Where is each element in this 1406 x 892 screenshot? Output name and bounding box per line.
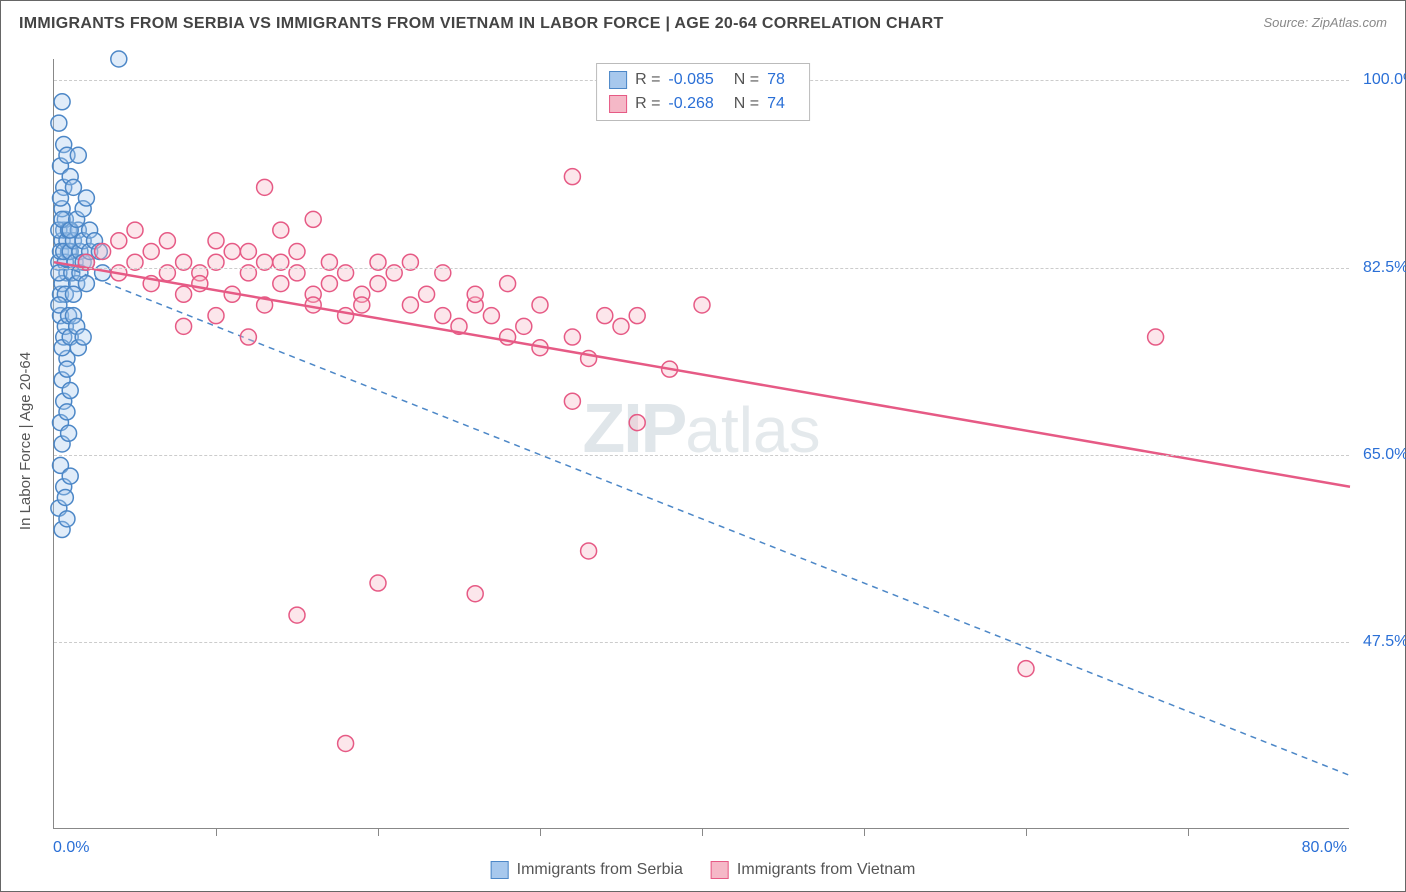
chart-container: IMMIGRANTS FROM SERBIA VS IMMIGRANTS FRO… [0,0,1406,892]
scatter-svg [54,59,1349,828]
n-label: N = [734,68,759,92]
x-axis-max-label: 80.0% [1302,839,1347,857]
legend-item-serbia: Immigrants from Serbia [491,861,683,879]
chart-title: IMMIGRANTS FROM SERBIA VS IMMIGRANTS FRO… [19,15,944,32]
stats-legend: R = -0.085 N = 78 R = -0.268 N = 74 [596,63,810,121]
title-bar: IMMIGRANTS FROM SERBIA VS IMMIGRANTS FRO… [19,15,1387,37]
y-tick-label: 47.5% [1363,633,1406,651]
r-label: R = [635,92,660,116]
y-tick-label: 65.0% [1363,446,1406,464]
r-value-serbia: -0.085 [668,68,713,92]
swatch-serbia [491,861,509,879]
n-value-vietnam: 74 [767,92,785,116]
x-axis-min-label: 0.0% [53,839,89,857]
legend-label-vietnam: Immigrants from Vietnam [737,861,915,879]
y-tick-label: 100.0% [1363,71,1406,89]
legend-item-vietnam: Immigrants from Vietnam [711,861,915,879]
r-label: R = [635,68,660,92]
n-label: N = [734,92,759,116]
r-value-vietnam: -0.268 [668,92,713,116]
y-tick-label: 82.5% [1363,259,1406,277]
source-attribution: Source: ZipAtlas.com [1263,15,1387,30]
n-value-serbia: 78 [767,68,785,92]
legend-label-serbia: Immigrants from Serbia [517,861,683,879]
swatch-vietnam [609,95,627,113]
swatch-vietnam [711,861,729,879]
stats-row-serbia: R = -0.085 N = 78 [609,68,797,92]
y-axis-title: In Labor Force | Age 20-64 [17,352,34,530]
plot-area: ZIPatlas 100.0%82.5%65.0%47.5% [53,59,1349,829]
swatch-serbia [609,71,627,89]
series-legend: Immigrants from Serbia Immigrants from V… [491,861,916,879]
stats-row-vietnam: R = -0.268 N = 74 [609,92,797,116]
